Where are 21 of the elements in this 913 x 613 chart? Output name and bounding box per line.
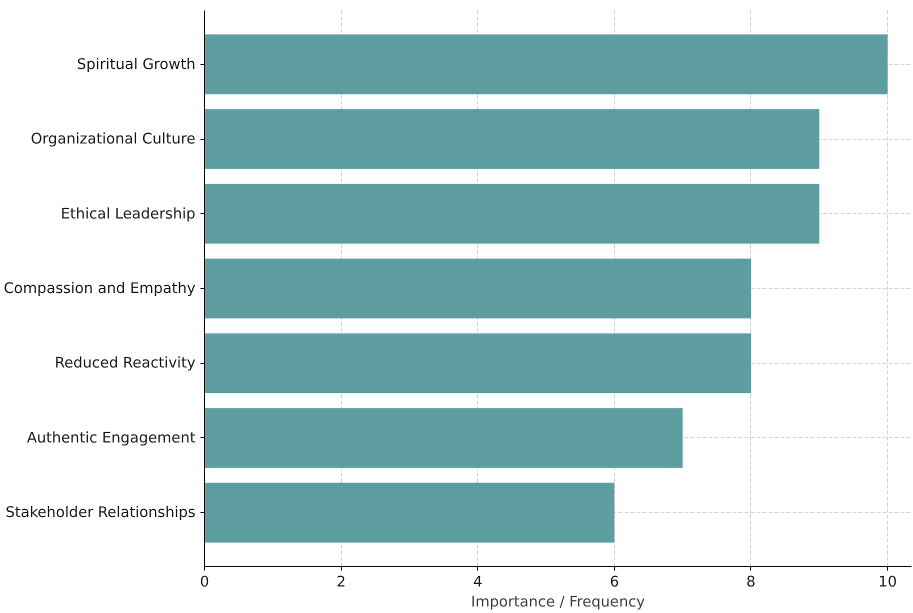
bar [204, 109, 820, 169]
y-tick-label: Spiritual Growth [76, 56, 196, 73]
x-tick-label: 8 [746, 574, 756, 590]
bar [204, 34, 888, 94]
y-tick-label: Compassion and Empathy [4, 280, 196, 297]
bar [204, 408, 683, 468]
x-tick-label: 2 [336, 574, 346, 590]
y-tick-label: Stakeholder Relationships [6, 504, 196, 522]
bar [204, 258, 751, 318]
x-tick-label: 0 [200, 574, 210, 590]
bar [204, 184, 820, 244]
x-tick-label: 4 [473, 574, 482, 590]
y-tick-label: Authentic Engagement [26, 429, 196, 446]
y-tick-label: Ethical Leadership [60, 205, 196, 222]
bar [204, 333, 751, 394]
x-tick-label: 10 [878, 574, 897, 590]
x-axis-title: Importance / Frequency [471, 594, 646, 610]
bar [204, 482, 614, 543]
y-tick-label: Organizational Culture [30, 130, 196, 148]
y-tick-label: Reduced Reactivity [54, 354, 196, 372]
x-tick-label: 6 [610, 574, 620, 590]
